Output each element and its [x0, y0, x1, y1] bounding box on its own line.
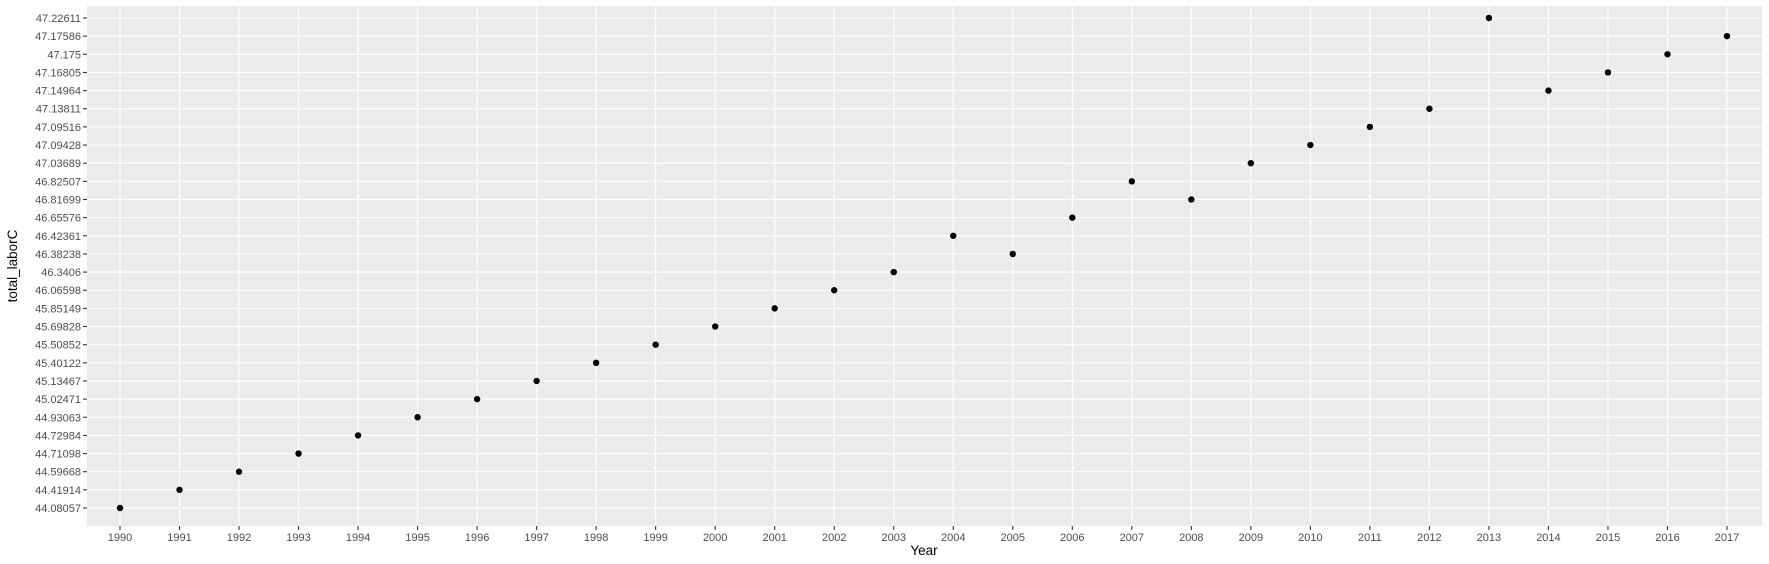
- y-tick-label: 44.59668: [35, 467, 81, 479]
- data-point: [652, 341, 659, 348]
- x-gridlines: [119, 6, 1728, 526]
- y-tick-label: 47.16805: [35, 67, 81, 79]
- y-tick-label: 44.72984: [35, 430, 81, 442]
- y-tick-label: 47.09516: [35, 122, 81, 134]
- y-tick-label: 46.3406: [41, 267, 81, 279]
- data-point: [1009, 250, 1016, 258]
- x-tick-label: 1992: [227, 532, 251, 544]
- data-point: [711, 323, 719, 330]
- y-tick-label: 44.08057: [35, 503, 81, 515]
- y-tick-label: 47.03689: [35, 158, 81, 170]
- y-tick-label: 47.22611: [36, 13, 81, 25]
- y-tick-label: 46.42361: [35, 231, 81, 243]
- y-axis-title: total_laborC: [5, 229, 20, 302]
- y-tick-label: 46.81699: [35, 194, 81, 206]
- data-point: [1485, 14, 1493, 22]
- data-point: [473, 395, 481, 403]
- x-tick-label: 1995: [405, 532, 429, 544]
- x-tick-label: 2002: [822, 532, 846, 544]
- data-point: [414, 414, 421, 421]
- y-tick-label: 45.85149: [35, 303, 81, 315]
- data-point: [771, 305, 778, 312]
- y-tick-label: 46.65576: [35, 213, 81, 225]
- y-tick-label: 47.09428: [35, 140, 81, 152]
- x-tick-label: 2009: [1239, 532, 1263, 544]
- x-tick-label: 1990: [108, 532, 132, 544]
- y-axis-ticks: [83, 17, 87, 509]
- x-axis-tick-labels: 1990 1991 1992 1993 1994 1995 1996 1997 1998 1999…: [108, 532, 1739, 544]
- y-tick-label: 47.175: [47, 49, 81, 61]
- y-tick-label: 46.38238: [35, 249, 81, 261]
- data-points: [116, 14, 1731, 512]
- y-gridlines: [87, 17, 1762, 509]
- y-tick-label: 46.06598: [35, 285, 81, 297]
- x-tick-label: 1996: [465, 532, 489, 544]
- x-tick-label: 1991: [167, 532, 191, 544]
- x-tick-label: 1999: [643, 532, 667, 544]
- x-axis-title: Year: [910, 543, 938, 558]
- x-tick-label: 2005: [1001, 532, 1025, 544]
- x-tick-label: 1997: [524, 532, 548, 544]
- x-tick-label: 2014: [1536, 532, 1560, 544]
- data-point: [1604, 69, 1612, 76]
- x-axis-ticks: [119, 526, 1728, 530]
- x-tick-label: 2015: [1596, 532, 1620, 544]
- data-point: [1247, 159, 1255, 167]
- data-point: [295, 450, 302, 457]
- y-tick-label: 46.82507: [35, 176, 81, 188]
- data-point: [592, 359, 600, 367]
- x-tick-label: 2008: [1179, 532, 1203, 544]
- data-point: [116, 504, 124, 512]
- y-tick-label: 45.02471: [35, 394, 81, 406]
- y-tick-label: 44.93063: [35, 412, 81, 424]
- data-point: [533, 377, 540, 385]
- data-point: [1188, 196, 1195, 203]
- y-tick-label: 45.69828: [35, 322, 81, 334]
- y-tick-label: 45.50852: [35, 340, 81, 352]
- x-tick-label: 1993: [286, 532, 310, 544]
- data-point: [1664, 51, 1671, 58]
- data-point: [950, 232, 957, 239]
- x-tick-label: 2007: [1120, 532, 1144, 544]
- data-point: [1366, 123, 1374, 131]
- data-point: [1723, 32, 1731, 40]
- x-tick-label: 2013: [1477, 532, 1501, 544]
- x-tick-label: 2003: [881, 532, 905, 544]
- plot-panel: [87, 6, 1762, 526]
- y-tick-label: 47.17586: [35, 31, 81, 43]
- data-point: [890, 268, 897, 276]
- data-point: [235, 468, 243, 475]
- data-point: [354, 432, 362, 439]
- data-point: [1426, 105, 1433, 112]
- data-point: [1545, 87, 1552, 94]
- x-tick-label: 2010: [1298, 532, 1322, 544]
- y-axis-tick-labels: 44.08057 44.41914 44.59668 44.71098 44.72984…: [35, 13, 81, 515]
- x-tick-label: 2016: [1655, 532, 1679, 544]
- data-point: [1069, 214, 1076, 221]
- x-tick-label: 2012: [1417, 532, 1441, 544]
- data-point: [831, 287, 838, 294]
- data-point: [176, 486, 183, 494]
- y-tick-label: 47.14964: [35, 86, 81, 98]
- y-tick-label: 45.13467: [35, 376, 81, 388]
- y-tick-label: 47.13811: [36, 104, 81, 116]
- x-tick-label: 2017: [1715, 532, 1739, 544]
- data-point: [1128, 178, 1136, 185]
- y-tick-label: 44.41914: [35, 485, 81, 497]
- data-point: [1307, 141, 1314, 149]
- x-tick-label: 2001: [762, 532, 786, 544]
- x-tick-label: 1998: [584, 532, 608, 544]
- x-tick-label: 1994: [346, 532, 370, 544]
- y-tick-label: 45.40122: [35, 358, 81, 370]
- x-tick-label: 2004: [941, 532, 965, 544]
- y-tick-label: 44.71098: [35, 449, 81, 461]
- x-tick-label: 2000: [703, 532, 727, 544]
- x-tick-label: 2006: [1060, 532, 1084, 544]
- x-tick-label: 2011: [1358, 532, 1382, 544]
